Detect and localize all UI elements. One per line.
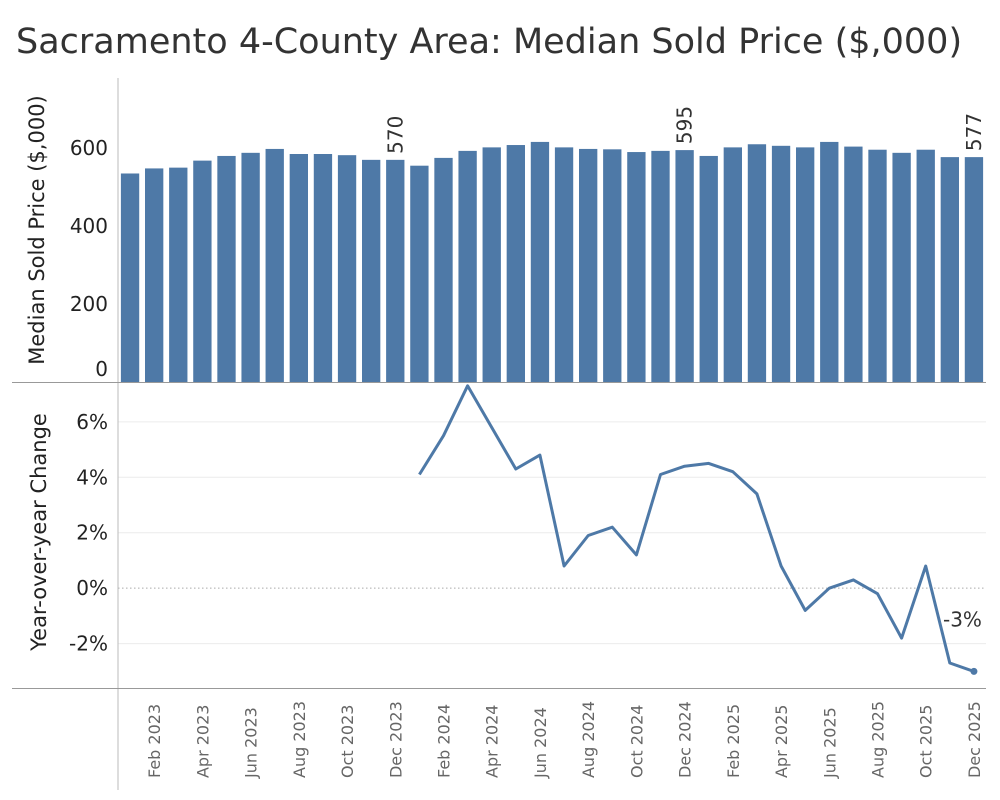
bar-dec-2024 — [675, 150, 694, 382]
bar-y-axis-label: Median Sold Price ($,000) — [25, 95, 49, 364]
bar-jul-2024 — [554, 147, 574, 382]
bar-may-2023 — [217, 155, 236, 382]
bar-apr-2023 — [193, 160, 212, 382]
bar-jun-2024 — [530, 141, 550, 382]
bar-y-tick-label: 0 — [95, 357, 108, 381]
chart-title: Sacramento 4-County Area: Median Sold Pr… — [16, 22, 963, 62]
x-tick-label: Apr 2024 — [483, 705, 502, 778]
x-tick-label: Apr 2025 — [772, 705, 791, 778]
line-y-tick-label: 0% — [76, 576, 108, 600]
line-y-axis-label: Year-over-year Change — [27, 413, 51, 652]
bar-data-label: 595 — [673, 106, 697, 144]
bar-jun-2023 — [241, 152, 260, 382]
bar-data-label: 577 — [962, 113, 986, 151]
bar-sep-2023 — [313, 154, 333, 382]
yoy-change-line — [418, 384, 975, 673]
line-data-label: -3% — [943, 607, 982, 631]
line-y-tick-label: 4% — [76, 465, 108, 489]
x-tick-label: Aug 2025 — [869, 701, 888, 778]
x-tick-label: Aug 2023 — [290, 701, 309, 778]
bar-data-label: 570 — [383, 116, 407, 154]
x-tick-label: Feb 2025 — [724, 704, 743, 778]
bar-oct-2023 — [337, 155, 357, 382]
bar-aug-2025 — [868, 149, 887, 382]
bar-aug-2024 — [579, 148, 598, 382]
x-tick-label: Oct 2024 — [627, 705, 646, 778]
x-tick-label: Feb 2024 — [435, 704, 454, 778]
bar-sep-2024 — [603, 149, 622, 382]
bar-jan-2024 — [410, 165, 429, 382]
bar-may-2025 — [796, 147, 815, 382]
bar-mar-2025 — [747, 144, 767, 382]
bar-y-tick-label: 200 — [70, 292, 108, 316]
bar-jul-2025 — [844, 146, 863, 382]
x-tick-label: Aug 2024 — [579, 701, 598, 778]
line-y-tick-label: 6% — [76, 410, 108, 434]
bar-apr-2024 — [482, 147, 501, 382]
bar-mar-2023 — [169, 167, 188, 382]
bar-sep-2025 — [892, 152, 911, 382]
x-tick-label: Dec 2024 — [676, 701, 695, 778]
x-tick-label: Oct 2023 — [338, 705, 357, 778]
bar-jun-2025 — [820, 141, 839, 382]
x-tick-label: Jun 2025 — [820, 707, 839, 779]
bar-jan-2023 — [120, 173, 140, 382]
yoy-last-point — [970, 667, 978, 675]
x-tick-label: Jun 2024 — [531, 707, 550, 779]
bar-nov-2023 — [362, 159, 381, 382]
bar-oct-2025 — [916, 149, 935, 382]
x-tick-label: Feb 2023 — [145, 704, 164, 778]
bar-nov-2024 — [651, 150, 670, 382]
bar-may-2024 — [506, 145, 525, 382]
bar-aug-2023 — [289, 154, 308, 382]
line-y-tick-label: 2% — [76, 521, 108, 545]
bar-feb-2023 — [145, 168, 164, 382]
x-tick-label: Oct 2025 — [917, 705, 936, 778]
bar-jul-2023 — [265, 148, 284, 382]
x-tick-label: Apr 2023 — [193, 705, 212, 778]
x-tick-label: Dec 2025 — [965, 701, 984, 778]
bar-mar-2024 — [458, 150, 477, 382]
bar-apr-2025 — [771, 145, 791, 382]
x-tick-label: Jun 2023 — [242, 707, 261, 779]
bar-oct-2024 — [627, 152, 646, 382]
line-y-tick-label: -2% — [69, 632, 108, 656]
bar-y-tick-label: 600 — [70, 136, 108, 160]
bar-jan-2025 — [699, 155, 718, 382]
bar-feb-2025 — [723, 147, 742, 382]
bar-dec-2025 — [964, 157, 984, 382]
bar-y-tick-label: 400 — [70, 214, 108, 238]
bar-feb-2024 — [434, 157, 453, 382]
bar-nov-2025 — [940, 157, 959, 382]
bar-dec-2023 — [386, 159, 405, 382]
x-tick-label: Dec 2023 — [386, 701, 405, 778]
